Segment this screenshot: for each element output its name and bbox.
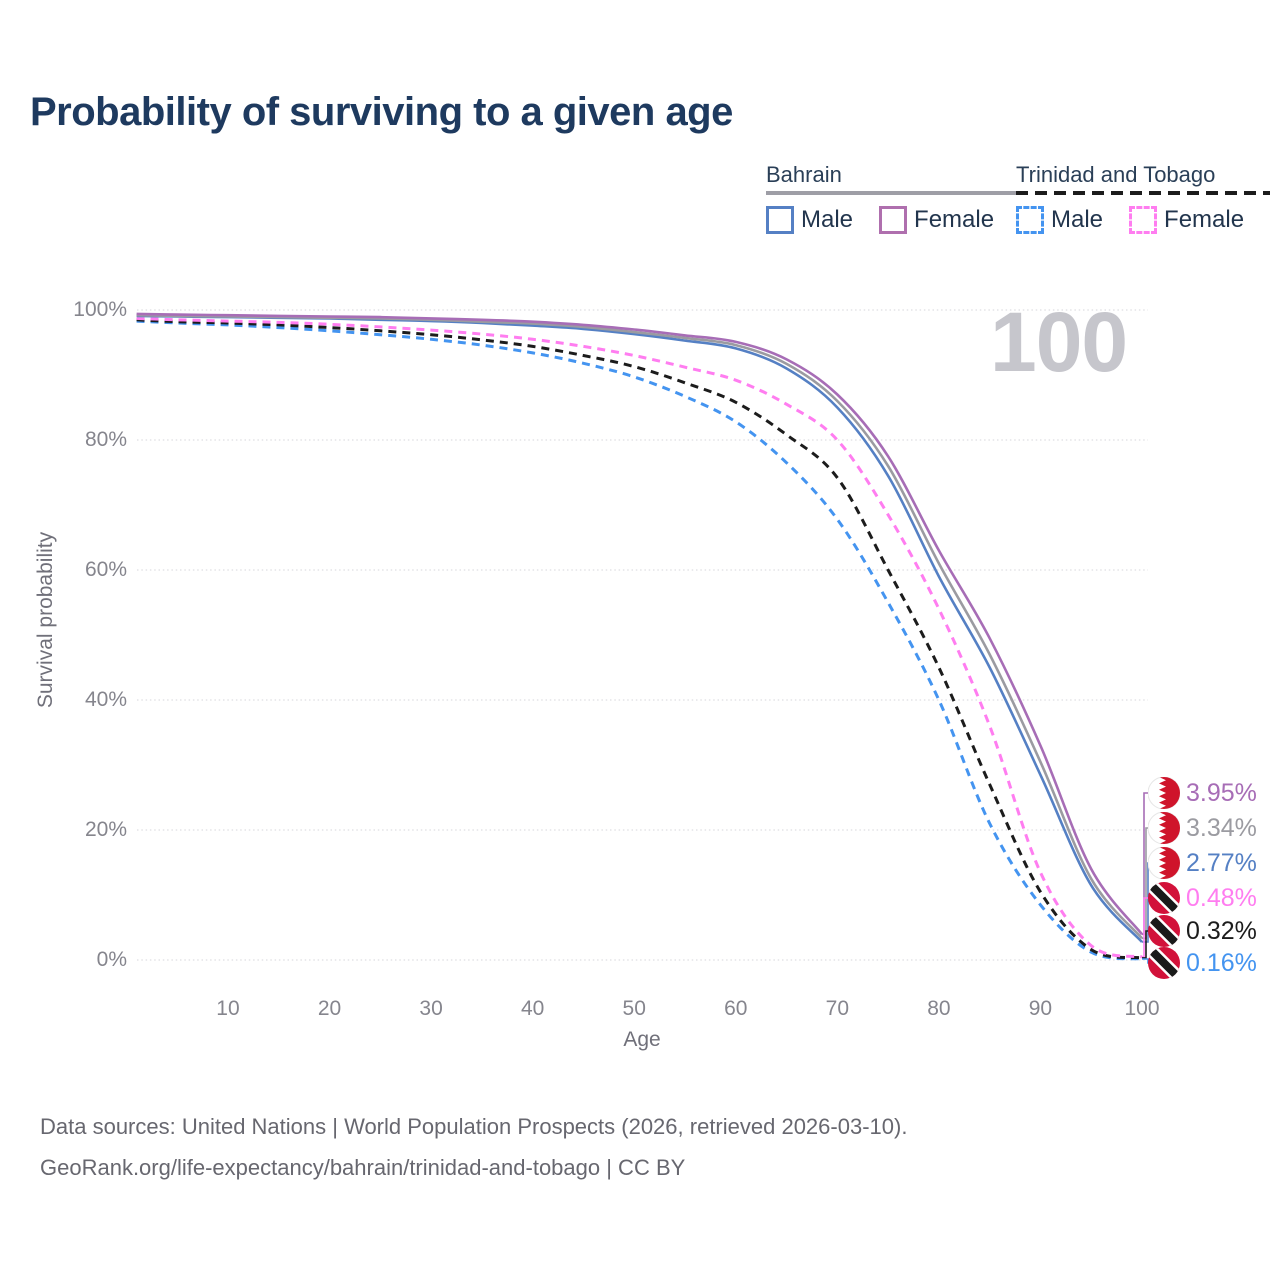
legend-item-label: Male: [801, 206, 854, 233]
legend-group-bahrain: Bahrain Male Female: [766, 162, 1021, 234]
end-label-leader-line: [1142, 792, 1149, 936]
x-axis-title: Age: [623, 1028, 661, 1051]
x-tick-label: 40: [520, 997, 545, 1020]
legend-items-bahrain: Male Female: [766, 206, 1020, 234]
legend-item-label: Female: [1164, 206, 1245, 233]
legend-item-bahrain-male[interactable]: Male: [766, 206, 853, 234]
legend-underline-dashed: [1016, 191, 1271, 195]
legend-item-label: Female: [914, 206, 995, 233]
page-title: Probability of surviving to a given age: [30, 90, 733, 134]
hovered-age-watermark: 100: [990, 295, 1128, 389]
x-tick-label: 20: [317, 997, 342, 1020]
legend-swatch-trinidad-and-tobago-male: [1016, 206, 1044, 234]
y-tick-label: 100%: [73, 298, 127, 321]
legend-swatch-bahrain-female: [879, 206, 908, 234]
legend-underline-solid: [766, 191, 1021, 195]
x-tick-label: 60: [724, 997, 748, 1020]
trinidad-and-tobago-flag-icon: [1142, 909, 1186, 953]
trinidad-and-tobago-flag-icon: [1142, 941, 1186, 985]
curve-trinidad-and-tobago-female[interactable]: [136, 316, 1143, 959]
trinidad-and-tobago-flag-icon: [1142, 876, 1186, 920]
y-tick-label: 80%: [84, 428, 127, 451]
x-tick-label: 90: [1028, 997, 1053, 1020]
end-label-leader-line: [1142, 930, 1149, 959]
legend-group-label-trinidad-and-tobago: Trinidad and Tobago: [1016, 162, 1216, 187]
bahrain-flag-icon: [1147, 811, 1181, 845]
legend-group-label-bahrain: Bahrain: [766, 162, 842, 187]
end-label-leader-line: [1142, 897, 1149, 958]
legend-item-label: Male: [1051, 206, 1104, 233]
y-tick-label: 40%: [84, 688, 127, 711]
curve-trinidad-and-tobago-both[interactable]: [136, 318, 1143, 960]
end-label-value: 0.48%: [1186, 884, 1257, 912]
bahrain-flag-icon: [1147, 776, 1181, 810]
footer: Data sources: United Nations | World Pop…: [40, 1106, 907, 1188]
x-tick-label: 70: [825, 997, 849, 1020]
legend-swatch-bahrain-male: [766, 206, 794, 234]
end-label-value: 0.16%: [1186, 949, 1257, 977]
legend-items-trinidad-and-tobago: Male Female: [1016, 206, 1270, 234]
y-tick-label: 60%: [84, 558, 127, 581]
end-label-value: 0.32%: [1186, 917, 1257, 945]
x-tick-label: 50: [622, 997, 646, 1020]
end-label-value: 3.34%: [1186, 814, 1257, 842]
curve-trinidad-and-tobago-male[interactable]: [136, 319, 1143, 961]
legend-group-trinidad-and-tobago: Trinidad and Tobago Male Female: [1016, 162, 1271, 234]
end-label-value: 2.77%: [1186, 849, 1257, 877]
curve-bahrain-male[interactable]: [136, 314, 1143, 943]
y-tick-label: 20%: [84, 818, 127, 841]
legend-item-trinidad-and-tobago-male[interactable]: Male: [1016, 206, 1103, 234]
x-tick-label: 30: [419, 997, 443, 1020]
curve-bahrain-both[interactable]: [136, 313, 1143, 940]
x-tick-label: 10: [216, 997, 240, 1020]
end-label-value: 3.95%: [1186, 779, 1257, 807]
y-tick-label: 0%: [96, 948, 127, 971]
x-tick-label: 100: [1124, 997, 1160, 1020]
footer-data-sources: Data sources: United Nations | World Pop…: [40, 1114, 908, 1139]
legend-item-trinidad-and-tobago-female[interactable]: Female: [1129, 206, 1244, 234]
bahrain-flag-icon: [1147, 846, 1181, 880]
footer-attribution: GeoRank.org/life-expectancy/bahrain/trin…: [40, 1155, 686, 1180]
x-tick-label: 80: [927, 997, 951, 1020]
legend-item-bahrain-female[interactable]: Female: [879, 206, 994, 234]
legend-swatch-trinidad-and-tobago-female: [1129, 206, 1158, 234]
curve-bahrain-female[interactable]: [136, 312, 1144, 936]
